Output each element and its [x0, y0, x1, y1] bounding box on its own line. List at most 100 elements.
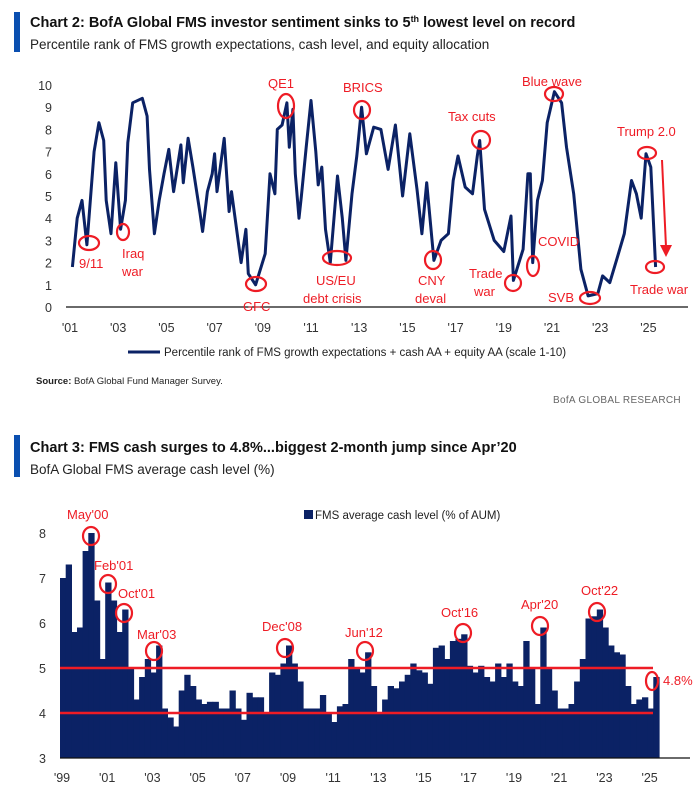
cash-level-bar	[625, 686, 632, 758]
annotation-circle	[276, 92, 296, 120]
cash-level-bar	[297, 681, 304, 758]
cash-level-bar	[421, 672, 428, 758]
annotation-circle	[525, 254, 541, 278]
chart3-title: Chart 3: FMS cash surges to 4.8%...bigge…	[30, 440, 517, 456]
cash-level-bar	[568, 704, 575, 758]
annotation-circle	[453, 622, 473, 644]
annotation-label: 9/11	[79, 256, 103, 271]
source-label: Source:	[36, 376, 71, 387]
cash-level-bar	[382, 699, 389, 758]
cash-level-bar	[93, 600, 101, 758]
cash-level-bar	[122, 609, 129, 758]
cash-level-bar	[427, 683, 434, 759]
cash-level-bar	[286, 645, 293, 758]
sentiment-series-line	[70, 90, 658, 298]
y-tick-label: 1	[45, 279, 52, 293]
cash-level-bar	[461, 634, 468, 759]
cash-level-bar	[291, 663, 298, 758]
x-tick-label: '09	[280, 771, 296, 785]
cash-level-bar	[105, 582, 112, 758]
cash-level-bar	[557, 708, 564, 758]
arrow-head-icon	[660, 245, 672, 257]
cash-level-bar	[212, 701, 219, 759]
x-tick-label: '99	[54, 771, 70, 785]
chart2-title-main: Chart 2: BofA Global FMS investor sentim…	[30, 15, 411, 31]
cash-level-bar	[630, 704, 637, 758]
annotation-label: CNY	[418, 273, 446, 288]
annotation-label: Jun'12	[345, 625, 383, 640]
chart3-accent-bar	[14, 435, 20, 477]
annotation-label: Dec'08	[262, 619, 302, 634]
cash-level-bar	[161, 708, 168, 758]
annotation-label: Blue wave	[522, 74, 582, 89]
annotation-circle	[578, 290, 602, 306]
cash-level-bar	[449, 641, 457, 758]
cash-level-bar	[167, 717, 174, 758]
cash-level-bar	[613, 652, 620, 759]
cash-level-bar	[342, 704, 349, 758]
cash-level-bar	[562, 708, 570, 758]
x-tick-label: '03	[110, 321, 126, 335]
cash-level-bar	[229, 690, 236, 758]
cash-level-bar	[410, 663, 417, 758]
cash-level-bar	[574, 681, 581, 758]
source-text: BofA Global Fund Manager Survey.	[71, 376, 222, 387]
cash-level-bar	[647, 708, 654, 758]
cash-level-bar	[206, 701, 214, 759]
cash-level-bar	[444, 659, 451, 758]
cash-level-bar	[472, 672, 479, 758]
y-tick-label: 9	[45, 101, 52, 115]
x-tick-label: '23	[592, 321, 608, 335]
cash-level-bar	[156, 645, 163, 758]
y-tick-label: 8	[45, 123, 52, 137]
cash-level-bar	[534, 704, 541, 758]
y-tick-label: 3	[45, 234, 52, 248]
x-tick-label: '15	[415, 771, 431, 785]
cash-level-bar	[404, 674, 411, 759]
cash-level-bar	[393, 688, 400, 759]
annotation-circle	[543, 85, 565, 103]
annotation-circle	[321, 249, 353, 267]
cash-level-bar	[77, 627, 84, 758]
cash-level-bar	[653, 677, 660, 758]
cash-level-bar	[523, 641, 530, 758]
cash-level-bar	[88, 533, 95, 758]
y-tick-label: 6	[39, 617, 46, 631]
annotation-label: Oct'22	[581, 583, 618, 598]
cash-level-bar	[263, 713, 270, 758]
cash-level-bar	[314, 708, 321, 758]
annotation-label: 4.8%	[663, 673, 693, 688]
y-tick-label: 6	[45, 168, 52, 182]
y-tick-label: 7	[39, 572, 46, 586]
annotation-label: Trade war	[630, 282, 689, 297]
cash-level-bar	[636, 699, 643, 758]
y-tick-label: 2	[45, 257, 52, 271]
annotation-label: deval	[415, 291, 446, 306]
annotation-label: debt crisis	[303, 291, 362, 306]
chart2-plot: 0 1 2 3 4 5 6 7 8 9 10 '01 '03 '05 '07 '09 '11 '13 '15 '17 '…	[38, 79, 688, 335]
y-tick-label: 4	[45, 212, 52, 226]
chart2-annotations: 9/11 Iraq war QE1 GFC BRICS US/EU debt c…	[77, 74, 689, 314]
annotation-circle	[644, 259, 666, 275]
annotation-circle	[503, 273, 523, 293]
cash-level-bar	[619, 654, 626, 758]
cash-level-bar	[376, 713, 383, 758]
x-tick-label: '01	[62, 321, 78, 335]
x-tick-label: '21	[544, 321, 560, 335]
cash-level-bar	[517, 686, 524, 758]
annotation-circle	[530, 615, 550, 637]
annotation-label: Oct'16	[441, 605, 478, 620]
chart2-source: Source: BofA Global Fund Manager Survey.	[36, 376, 223, 387]
x-tick-label: '25	[640, 321, 656, 335]
cash-level-bar	[506, 663, 513, 758]
cash-level-bar	[173, 726, 180, 758]
cash-level-bar	[483, 677, 491, 758]
x-tick-label: '05	[158, 321, 174, 335]
y-tick-label: 0	[45, 301, 52, 315]
annotation-circle	[470, 129, 492, 151]
cash-level-bar	[257, 697, 265, 759]
chart3-annotations: May'00 Feb'01 Oct'01 Mar'03 Dec'08 Jun'1…	[67, 507, 693, 692]
x-tick-label: '19	[496, 321, 512, 335]
cash-level-bar	[223, 708, 231, 758]
annotation-circle	[114, 602, 134, 624]
